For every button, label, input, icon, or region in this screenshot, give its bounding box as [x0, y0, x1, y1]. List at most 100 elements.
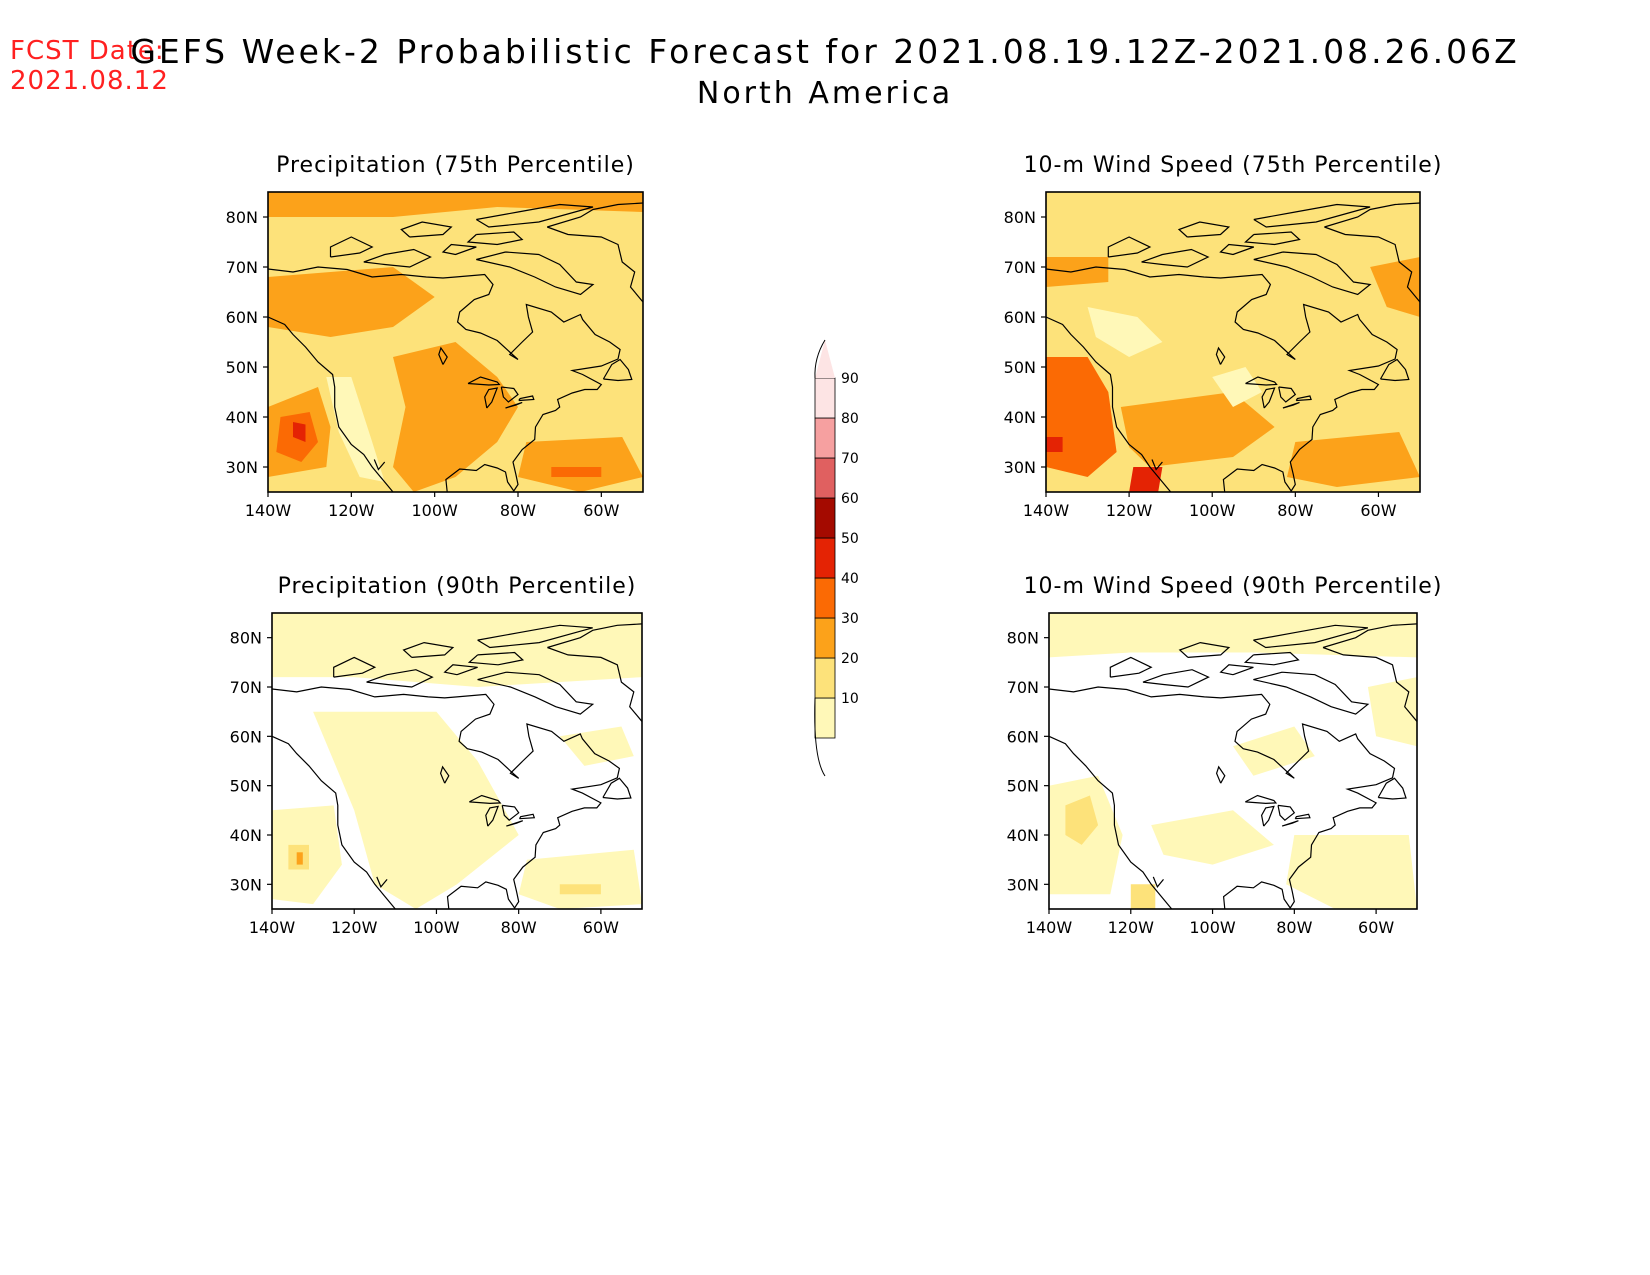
coastline [484, 387, 499, 409]
coastline [363, 248, 432, 268]
coastline [500, 386, 519, 403]
coastline [1177, 221, 1231, 238]
color-bar-label: 10 [841, 691, 859, 707]
coastline [518, 813, 536, 820]
coastline [547, 646, 642, 723]
shading-region [1120, 392, 1275, 467]
coastline [1245, 376, 1278, 386]
shading-region [268, 267, 435, 337]
coastline [1245, 794, 1278, 805]
shading-region [1046, 357, 1117, 477]
coastline [438, 346, 448, 365]
coastline [402, 641, 455, 658]
lat-tick-label: 70N [1007, 678, 1039, 697]
coastline [1152, 876, 1164, 888]
lat-tick-label: 70N [230, 678, 262, 697]
coastline [1215, 765, 1226, 784]
lat-tick-label: 80N [1007, 629, 1039, 648]
lon-tick-label: 80W [1277, 501, 1313, 520]
coastline [1215, 346, 1226, 365]
color-bar-label: 70 [841, 451, 859, 467]
coastlines [268, 202, 643, 492]
coastline [1046, 316, 1172, 492]
lon-tick-label: 100W [1189, 918, 1236, 937]
shading-region [313, 711, 519, 909]
coastline [1049, 735, 1173, 909]
coastline [546, 226, 643, 303]
coastline [1260, 805, 1275, 827]
shading-region [393, 342, 518, 492]
lat-tick-label: 40N [1007, 826, 1039, 845]
shading-region [1287, 432, 1420, 487]
figure-title: GEFS Week-2 Probabilistic Forecast for 2… [130, 32, 1520, 71]
coastline [1244, 231, 1301, 246]
shading-region [326, 377, 385, 482]
probability-shading [268, 192, 643, 492]
lat-tick-label: 50N [226, 358, 258, 377]
coastline [1379, 358, 1410, 382]
coastline [400, 221, 453, 238]
lon-tick-label: 100W [413, 918, 460, 937]
coastline [469, 794, 502, 805]
shading-region [1129, 467, 1163, 492]
coastline [1253, 671, 1370, 715]
coastline [477, 671, 595, 715]
coastline [1141, 248, 1210, 268]
lat-tick-label: 60N [1004, 308, 1036, 327]
shading-region [1367, 677, 1417, 747]
shading-region [559, 726, 634, 766]
lat-tick-label: 50N [1004, 358, 1036, 377]
lat-tick-label: 40N [1004, 408, 1036, 427]
color-bar-label: 40 [841, 571, 859, 587]
lon-tick-label: 100W [1189, 501, 1236, 520]
coastline [1322, 646, 1417, 723]
color-bar-bottom-edge [814, 697, 826, 777]
coastline [366, 669, 434, 688]
lat-tick-label: 80N [226, 208, 258, 227]
lon-tick-label: 60W [1360, 501, 1396, 520]
panel-title: 10-m Wind Speed (75th Percentile) [1024, 153, 1443, 178]
lat-tick-label: 30N [1007, 875, 1039, 894]
shading-region [1046, 437, 1063, 452]
lat-tick-label: 70N [226, 258, 258, 277]
color-bar-segment [814, 377, 836, 419]
coastline [272, 686, 621, 909]
lon-tick-label: 140W [1023, 501, 1070, 520]
coastline [1219, 664, 1254, 676]
coastline [272, 735, 396, 909]
color-bar-label: 20 [841, 651, 859, 667]
coastline [1253, 203, 1371, 228]
coastline [475, 203, 594, 228]
map-frame [1045, 191, 1421, 493]
color-bar-top-cap [815, 340, 835, 378]
lat-tick-label: 80N [230, 629, 262, 648]
lon-tick-label: 120W [1106, 501, 1153, 520]
coastline [602, 358, 633, 382]
coastline [1109, 656, 1153, 678]
color-bar-segment [814, 577, 836, 619]
shading-region [1212, 367, 1263, 407]
shading-region [559, 884, 601, 895]
coastline [268, 266, 621, 492]
coastline [1282, 401, 1300, 409]
coastlines [1049, 623, 1417, 909]
shading-region [272, 613, 642, 687]
coastline [506, 820, 524, 827]
probability-shading [1046, 192, 1420, 492]
coastline [1253, 624, 1369, 649]
map-frame [267, 191, 644, 493]
coastline [443, 664, 478, 676]
map-frame [1048, 612, 1418, 910]
lon-tick-label: 60W [583, 918, 619, 937]
coastline [1261, 387, 1276, 409]
lat-tick-label: 30N [230, 875, 262, 894]
lon-tick-label: 140W [249, 918, 296, 937]
lat-tick-label: 60N [1007, 727, 1039, 746]
lat-tick-label: 40N [230, 826, 262, 845]
coastline [467, 376, 501, 386]
forecast-date-block: FCST Date: 2021.08.12 [10, 36, 169, 96]
lon-tick-label: 120W [331, 918, 378, 937]
color-bar-label: 90 [841, 371, 859, 387]
coastline [485, 805, 500, 827]
shading-region [1370, 257, 1420, 317]
